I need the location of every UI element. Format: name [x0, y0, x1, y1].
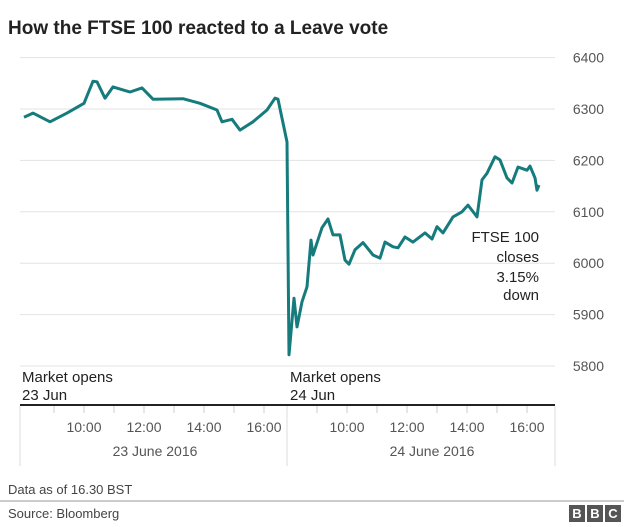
svg-text:B: B	[590, 506, 599, 521]
annotation-open2-line1: Market opens	[290, 369, 381, 386]
y-tick-label: 5800	[573, 358, 604, 374]
day-label-1: 23 June 2016	[113, 443, 198, 459]
day-label-2: 24 June 2016	[390, 443, 475, 459]
svg-text:C: C	[608, 506, 618, 521]
annotation-open1-line2: 23 Jun	[22, 387, 67, 404]
bbc-logo: B B C	[569, 505, 621, 522]
x-tick-label: 16:00	[509, 419, 544, 435]
x-tick-label: 14:00	[186, 419, 221, 435]
annotation-open2-line2: 24 Jun	[290, 387, 335, 404]
annotation-open1-line1: Market opens	[22, 369, 113, 386]
annotation-close-line1: FTSE 100	[471, 229, 539, 246]
source-text: Source: Bloomberg	[8, 506, 119, 521]
y-tick-label: 5900	[573, 307, 604, 323]
x-tick-label: 10:00	[329, 419, 364, 435]
annotation-close-line3: 3.15%	[496, 269, 539, 286]
ftse-series-line	[23, 79, 541, 357]
x-tick-label: 12:00	[126, 419, 161, 435]
annotation-close-line2: closes	[496, 249, 539, 266]
y-tick-label: 6200	[573, 152, 604, 168]
y-tick-label: 6000	[573, 255, 604, 271]
y-tick-label: 6300	[573, 101, 604, 117]
x-tick-label: 14:00	[449, 419, 484, 435]
y-tick-label: 6400	[573, 50, 604, 66]
x-tick-label: 12:00	[389, 419, 424, 435]
svg-text:B: B	[572, 506, 581, 521]
data-note: Data as of 16.30 BST	[8, 482, 132, 497]
x-tick-label: 16:00	[246, 419, 281, 435]
x-tick-label: 10:00	[66, 419, 101, 435]
y-tick-label: 6100	[573, 204, 604, 220]
chart-title: How the FTSE 100 reacted to a Leave vote	[8, 18, 388, 39]
annotation-close-line4: down	[503, 287, 539, 304]
